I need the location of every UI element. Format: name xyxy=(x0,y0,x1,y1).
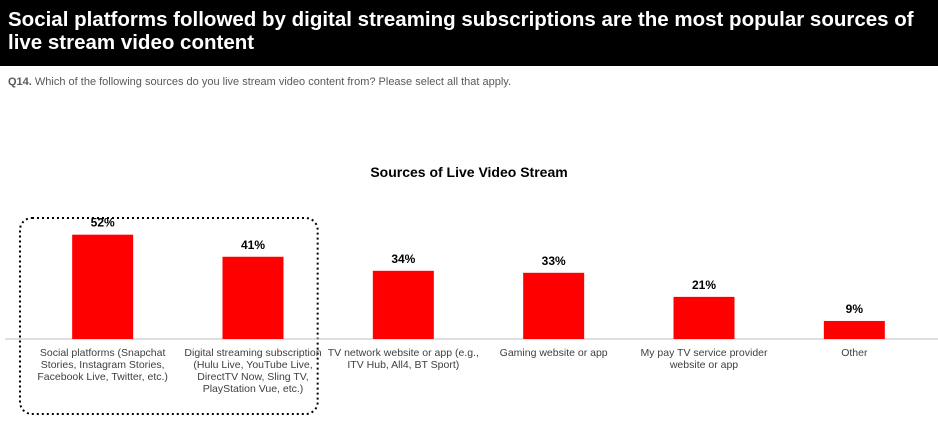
header-banner: Social platforms followed by digital str… xyxy=(0,0,938,66)
highlight-box xyxy=(19,217,319,415)
question-code: Q14. xyxy=(8,76,32,88)
bar-3 xyxy=(372,270,434,339)
bar-1 xyxy=(72,234,134,339)
chart-title: Sources of Live Video Stream xyxy=(370,164,567,180)
bar-4 xyxy=(523,272,585,339)
category-label-3: TV network website or app (e.g., ITV Hub,… xyxy=(328,347,479,371)
value-label-2: 41% xyxy=(241,238,265,252)
value-label-6: 9% xyxy=(846,302,864,316)
category-label-5: My pay TV service provider website or app xyxy=(640,347,768,371)
page-title: Social platforms followed by digital str… xyxy=(8,8,914,54)
value-label-1: 52% xyxy=(91,216,115,230)
category-label-1: Social platforms (Snapchat Stories, Insta… xyxy=(37,347,168,383)
value-label-4: 33% xyxy=(542,254,566,268)
question-text: Which of the following sources do you li… xyxy=(34,76,512,88)
survey-question: Q14. Which of the following sources do y… xyxy=(8,76,511,88)
category-label-2: Digital streaming subscription (Hulu Live… xyxy=(184,347,321,395)
value-label-5: 21% xyxy=(692,278,716,292)
category-label-6: Other xyxy=(841,347,868,359)
bar-2 xyxy=(222,256,284,339)
bar-6 xyxy=(823,320,885,339)
category-label-4: Gaming website or app xyxy=(500,347,608,359)
bar-5 xyxy=(673,296,735,339)
value-label-3: 34% xyxy=(391,252,415,266)
